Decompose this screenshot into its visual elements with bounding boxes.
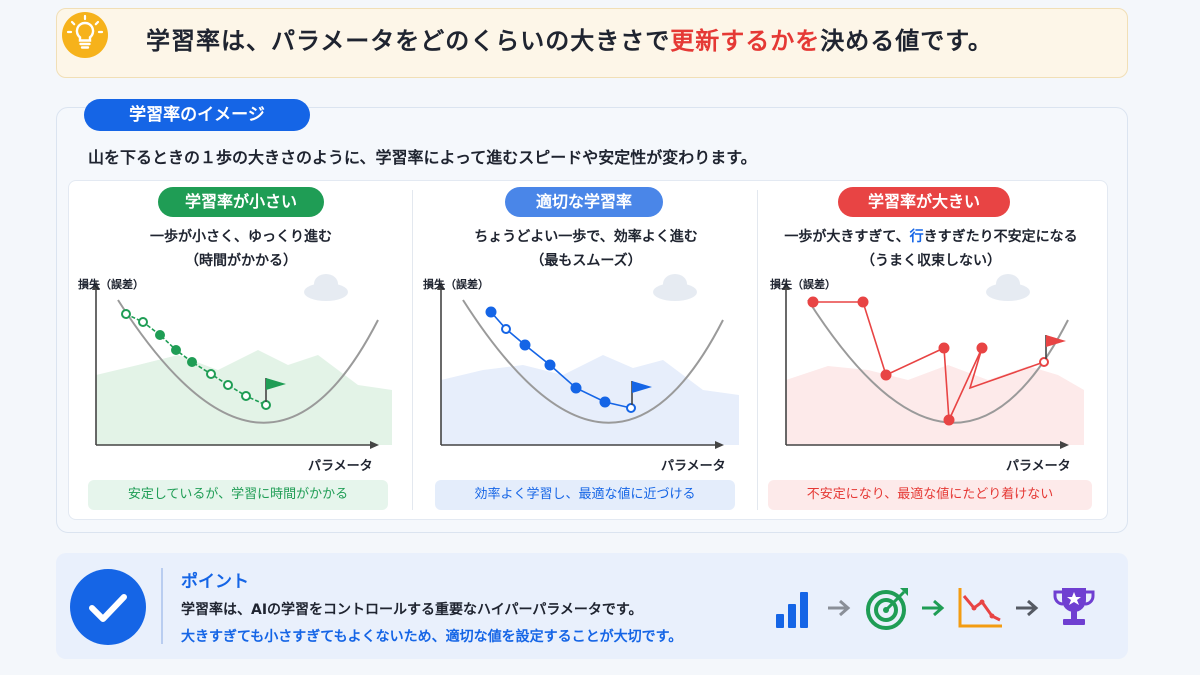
small-rate-chart: [92, 274, 392, 449]
small-rate-note: 安定しているが、学習に時間がかかる: [88, 480, 388, 510]
small-rate-line1: 一歩が小さく、ゆっくり進む: [150, 229, 332, 245]
cloud-icon: [653, 274, 697, 301]
goal-flag-icon: [631, 381, 652, 405]
appropriate-rate-chart: [437, 274, 739, 449]
large-rate-step-points: [807, 296, 1049, 426]
lightbulb-icon: [62, 12, 108, 58]
large-rate-chart: [782, 274, 1084, 449]
cloud-icon: [986, 274, 1030, 301]
arrow-right-icon: [922, 599, 945, 617]
point-panel: [56, 553, 1128, 659]
appropriate-rate-note: 効率よく学習し、最適な値に近づける: [435, 480, 735, 510]
header-text-after: 決める値です。: [820, 27, 993, 55]
large-rate-ylabel: 損失（誤差）: [770, 278, 836, 291]
large-rate-line1-after: きすぎたり不安定になる: [923, 229, 1078, 245]
small-rate-ylabel: 損失（誤差）: [78, 278, 144, 291]
appropriate-rate-ylabel: 損失（誤差）: [423, 278, 489, 291]
header-banner: [56, 8, 1128, 78]
panel-description: 山を下るときの１歩の大きさのように、学習率によって進むスピードや安定性が変わりま…: [88, 148, 757, 167]
arrow-right-icon: [828, 599, 851, 617]
column-divider: [412, 190, 413, 510]
appropriate-rate-xlabel: パラメータ: [661, 459, 726, 474]
bar-chart-icon: [776, 592, 808, 628]
header-text: 学習率は、パラメータをどのくらいの大きさで更新するかを決める値です。: [146, 21, 993, 56]
large-rate-line2: （うまく収束しない）: [861, 253, 1001, 269]
column-appropriate-rate: 適切な学習率 ちょうどよい一歩で、効率よく進む （最もスムーズ） 損失（誤差） …: [413, 180, 759, 520]
large-rate-xlabel: パラメータ: [1006, 459, 1071, 474]
pill-large-rate: 学習率が大きい: [838, 187, 1010, 217]
header-text-highlight: 更新するかを: [670, 27, 821, 55]
point-title: ポイント: [181, 572, 249, 592]
pill-small-rate: 学習率が小さい: [158, 187, 324, 217]
cloud-icon: [304, 274, 348, 301]
goal-flag-icon: [1045, 335, 1066, 359]
point-line1: 学習率は、AIの学習をコントロールする重要なハイパーパラメータです。: [181, 602, 643, 618]
comparison-area: [68, 180, 1108, 520]
large-rate-line1-before: 一歩が大きすぎて、: [784, 229, 910, 245]
check-icon: [70, 569, 146, 645]
pill-appropriate-rate: 適切な学習率: [505, 187, 663, 217]
small-rate-line2: （時間がかかる）: [185, 253, 297, 269]
arrow-right-icon: [1016, 599, 1039, 617]
appropriate-rate-line1: ちょうどよい一歩で、効率よく進む: [474, 229, 698, 245]
descending-line-chart-icon: [958, 588, 1002, 628]
trophy-icon: [1053, 588, 1095, 625]
column-small-rate: 学習率が小さい 一歩が小さく、ゆっくり進む （時間がかかる） 損失（誤差） パラ…: [68, 180, 414, 520]
large-rate-note: 不安定になり、最適な値にたどり着けない: [768, 480, 1092, 510]
target-icon: [866, 588, 908, 630]
large-rate-line1-highlight: 行: [909, 229, 924, 245]
header-text-before: 学習率は、パラメータをどのくらいの大きさで: [146, 27, 671, 55]
point-line2: 大きすぎても小さすぎてもよくないため、適切な値を設定することが大切です。: [181, 629, 683, 645]
large-rate-line1: 一歩が大きすぎて、行きすぎたり不安定になる: [758, 226, 1104, 246]
small-rate-xlabel: パラメータ: [308, 459, 373, 474]
appropriate-rate-line2: （最もスムーズ）: [530, 253, 642, 269]
column-large-rate: 学習率が大きい 一歩が大きすぎて、行きすぎたり不安定になる （うまく収束しない）…: [758, 180, 1104, 520]
small-rate-step-points: [121, 309, 271, 410]
column-divider: [757, 190, 758, 510]
point-divider: [161, 568, 163, 644]
panel-tag: 学習率のイメージ: [84, 99, 310, 131]
appropriate-rate-step-points: [485, 306, 636, 413]
goal-flag-icon: [265, 378, 286, 402]
